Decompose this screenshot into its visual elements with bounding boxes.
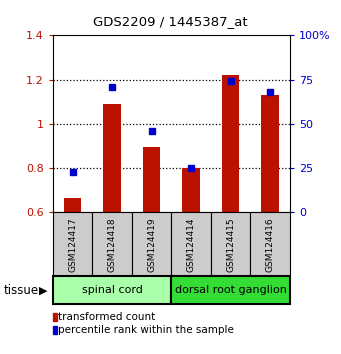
- Text: GSM124416: GSM124416: [266, 217, 275, 272]
- Text: GSM124419: GSM124419: [147, 217, 156, 272]
- Text: tissue: tissue: [3, 285, 39, 297]
- Text: ▶: ▶: [39, 286, 48, 296]
- Bar: [64, 198, 81, 212]
- Bar: [171, 212, 211, 276]
- Text: spinal cord: spinal cord: [81, 285, 143, 295]
- Bar: [53, 212, 92, 276]
- Bar: [53, 276, 171, 304]
- Bar: [261, 95, 279, 212]
- Bar: [92, 212, 132, 276]
- Text: percentile rank within the sample: percentile rank within the sample: [58, 325, 234, 335]
- Bar: [171, 276, 290, 304]
- Bar: [182, 168, 200, 212]
- Bar: [103, 104, 121, 212]
- Text: GSM124414: GSM124414: [187, 217, 196, 272]
- Bar: [250, 212, 290, 276]
- Text: transformed count: transformed count: [58, 312, 155, 322]
- Text: GSM124417: GSM124417: [68, 217, 77, 272]
- Text: dorsal root ganglion: dorsal root ganglion: [175, 285, 286, 295]
- Text: GDS2209 / 1445387_at: GDS2209 / 1445387_at: [93, 15, 248, 28]
- Bar: [143, 147, 161, 212]
- Text: GSM124415: GSM124415: [226, 217, 235, 272]
- Bar: [222, 75, 239, 212]
- Bar: [211, 212, 250, 276]
- Bar: [132, 212, 171, 276]
- Text: GSM124418: GSM124418: [108, 217, 117, 272]
